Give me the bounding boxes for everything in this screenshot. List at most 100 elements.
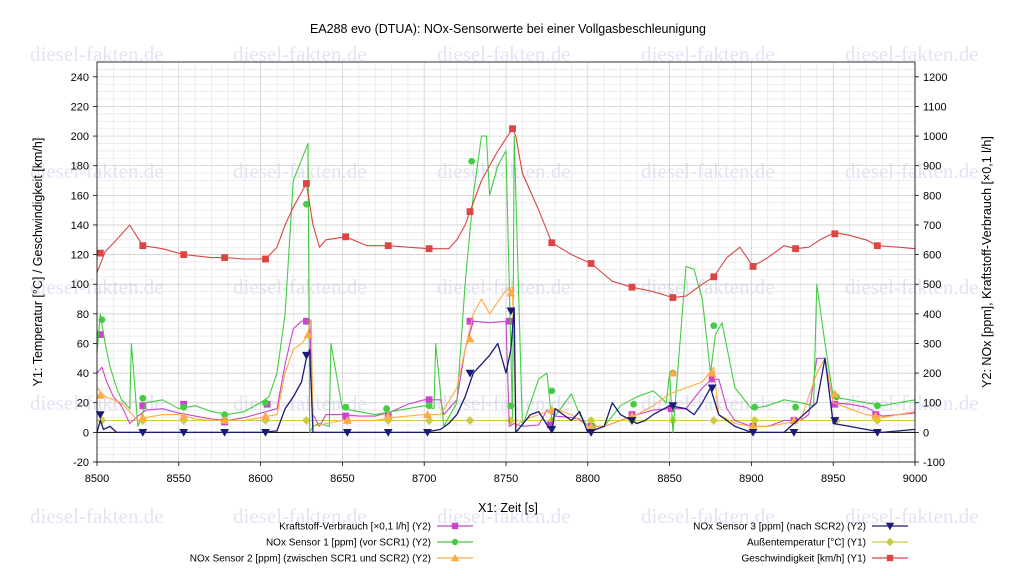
series-point bbox=[342, 412, 350, 420]
y-tick-label: 140 bbox=[71, 220, 89, 232]
y2-tick-label: 1100 bbox=[923, 101, 947, 113]
series-point bbox=[98, 316, 106, 324]
series-point bbox=[466, 317, 474, 325]
series-point bbox=[710, 322, 718, 330]
series-point bbox=[748, 422, 758, 430]
series-point bbox=[547, 405, 557, 414]
series-point bbox=[262, 399, 269, 407]
x-tick-label: 8900 bbox=[739, 473, 763, 485]
series-point bbox=[342, 403, 350, 411]
series-point bbox=[468, 157, 476, 165]
series-point bbox=[384, 242, 392, 250]
y-tick-label: -20 bbox=[73, 457, 89, 469]
legend-marker bbox=[450, 553, 460, 562]
watermark-text: diesel-fakten.de bbox=[641, 504, 775, 528]
series-point bbox=[139, 394, 147, 402]
y2-ticks: -100 0 100 200 300 400 500 600 700 800 900 1000 1100… bbox=[915, 72, 947, 469]
series-point bbox=[627, 417, 637, 425]
y2-tick-label: 1000 bbox=[923, 131, 947, 143]
series-point bbox=[708, 375, 716, 383]
y-tick-label: 0 bbox=[83, 427, 89, 439]
series-point bbox=[587, 260, 595, 267]
series-point bbox=[302, 416, 311, 425]
chart-title: EA288 evo (DTUA): NOx-Sensorwerte bei ei… bbox=[310, 22, 706, 36]
series-2 bbox=[95, 286, 916, 430]
series-point bbox=[873, 402, 881, 410]
series-point bbox=[465, 416, 475, 425]
series-point bbox=[465, 334, 475, 343]
series-point bbox=[748, 428, 758, 437]
y-tick-label: 60 bbox=[77, 338, 89, 350]
series-point bbox=[668, 402, 678, 411]
x-tick-label: 9000 bbox=[903, 473, 927, 485]
series-point bbox=[262, 255, 269, 263]
x-tick-label: 8550 bbox=[167, 473, 191, 485]
series-point bbox=[424, 416, 434, 425]
series-point bbox=[831, 400, 839, 408]
series-point bbox=[507, 402, 515, 410]
series-point bbox=[425, 245, 433, 253]
legend-label: NOx Sensor 3 [ppm] (nach SCR2) (Y2) bbox=[693, 522, 866, 533]
y-tick-label: 160 bbox=[71, 190, 89, 202]
x-tick-label: 8950 bbox=[821, 473, 845, 485]
series-point bbox=[221, 254, 229, 261]
x-tick-label: 8850 bbox=[657, 473, 681, 485]
y-ticks: -20 0 20 40 60 80 100 120 140 160 180 200 220 240 bbox=[71, 72, 97, 469]
series-point bbox=[466, 208, 474, 216]
series-point bbox=[302, 351, 311, 360]
series-point bbox=[548, 387, 556, 395]
series-point bbox=[709, 416, 719, 425]
series-point bbox=[95, 390, 105, 399]
y-tick-label: 240 bbox=[71, 72, 89, 84]
series-point bbox=[707, 368, 717, 377]
legend-marker bbox=[885, 537, 895, 547]
series-point bbox=[221, 411, 229, 418]
y-axis-label: Y1: Temperatur [°C] / Geschwindigkeit [k… bbox=[31, 138, 45, 387]
series-point bbox=[138, 428, 148, 437]
series-point bbox=[792, 245, 799, 253]
series-line bbox=[96, 135, 916, 433]
series-point bbox=[710, 273, 718, 281]
watermark-text: diesel-fakten.de bbox=[233, 504, 367, 528]
series-point bbox=[586, 422, 596, 430]
series-point bbox=[342, 428, 352, 437]
x-tick-label: 8700 bbox=[412, 473, 436, 485]
series-point bbox=[303, 180, 310, 187]
series-point bbox=[830, 417, 840, 425]
watermark-text: diesel-fakten.de bbox=[437, 275, 571, 299]
x-tick-label: 8600 bbox=[248, 473, 272, 485]
y2-tick-label: -100 bbox=[923, 457, 945, 469]
series-point bbox=[95, 411, 105, 419]
watermark-text: diesel-fakten.de bbox=[845, 504, 979, 528]
series-point bbox=[303, 330, 313, 338]
legend-marker bbox=[885, 522, 895, 531]
series-point bbox=[628, 283, 636, 291]
series-point bbox=[220, 428, 230, 437]
series-point bbox=[789, 428, 799, 437]
series-point bbox=[383, 411, 393, 420]
y2-tick-label: 600 bbox=[923, 250, 941, 262]
series-point bbox=[96, 249, 104, 257]
y-tick-label: 220 bbox=[71, 101, 89, 113]
series-point bbox=[261, 411, 270, 420]
series-point bbox=[871, 411, 881, 420]
series-point bbox=[506, 288, 516, 297]
series-point bbox=[180, 403, 188, 411]
series-point bbox=[303, 200, 310, 208]
series-point bbox=[342, 233, 350, 241]
series-point bbox=[383, 405, 390, 413]
y2-axis-label: Y2: NOx [ppm], Kraftstoff-Verbrauch [×0,… bbox=[980, 136, 994, 388]
series-point bbox=[180, 251, 188, 258]
series-point bbox=[873, 242, 881, 250]
legend-label: Außentemperatur [°C] (Y1) bbox=[747, 538, 866, 549]
series-layer bbox=[95, 125, 916, 437]
legend-label: Kraftstoff-Verbrauch [×0,1 l/h] (Y2) bbox=[279, 522, 431, 533]
series-point bbox=[425, 402, 433, 410]
series-point bbox=[792, 403, 799, 411]
series-point bbox=[749, 263, 757, 270]
series-point bbox=[669, 294, 677, 301]
legend-marker bbox=[451, 538, 459, 546]
series-1 bbox=[96, 135, 916, 433]
watermark-text: diesel-fakten.de bbox=[845, 275, 979, 299]
series-point bbox=[872, 428, 882, 437]
